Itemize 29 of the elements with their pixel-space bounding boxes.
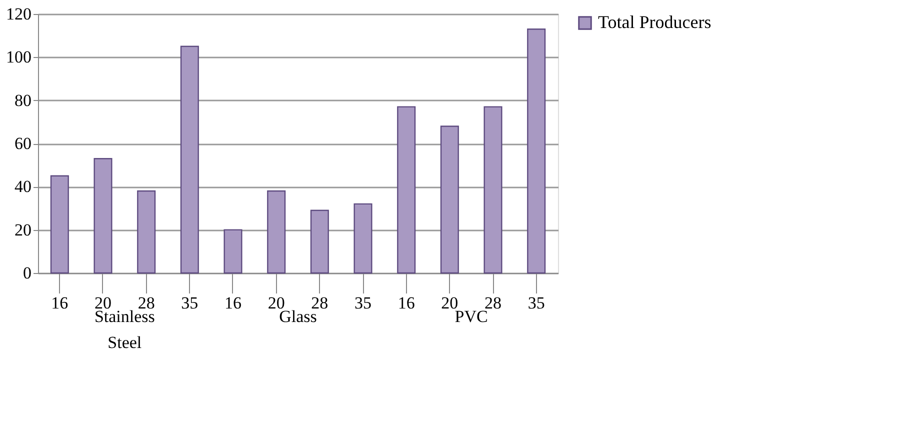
bar <box>267 190 286 274</box>
x-tick-label: 35 <box>181 294 198 312</box>
x-tick-label: 28 <box>311 294 328 312</box>
bar <box>527 28 546 274</box>
x-tick-label: 28 <box>138 294 155 312</box>
bar <box>180 46 199 274</box>
bar <box>397 106 416 274</box>
x-tick-label: 16 <box>224 294 242 312</box>
y-tick-label: 80 <box>14 90 32 110</box>
x-tick-label: 35 <box>528 294 545 312</box>
bar <box>224 229 242 274</box>
y-tick-label: 60 <box>14 134 32 153</box>
bar <box>137 190 156 274</box>
y-tick-label: 120 <box>6 4 32 24</box>
y-tick-label: 100 <box>6 48 32 67</box>
bar <box>94 158 112 274</box>
y-tick-label: 40 <box>14 177 32 196</box>
x-tick-label: 16 <box>51 294 68 312</box>
x-tick-label: 16 <box>398 294 415 312</box>
legend-label: Total Producers <box>598 12 712 32</box>
text: PVC <box>454 307 488 326</box>
y-tick-label: 20 <box>14 220 32 240</box>
bar <box>310 210 329 274</box>
bar <box>440 126 459 274</box>
y-tick-label: 0 <box>23 264 32 282</box>
bar <box>50 175 69 274</box>
bar <box>484 106 502 274</box>
bar <box>354 203 372 274</box>
x-tick-label: 35 <box>354 294 372 312</box>
